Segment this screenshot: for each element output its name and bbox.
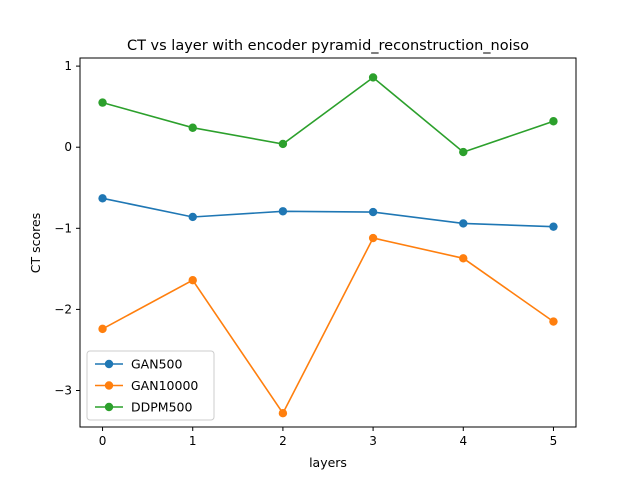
series-line [102, 197, 554, 228]
series-line [102, 237, 554, 415]
x-axis-label: layers [309, 455, 347, 470]
y-tick-label: 1 [64, 59, 72, 73]
data-point [549, 317, 558, 326]
chart-title: CT vs layer with encoder pyramid_reconst… [127, 38, 529, 54]
legend-swatch-marker [104, 402, 114, 412]
x-axis-ticks: 0 1 2 3 4 5 [99, 427, 558, 448]
y-tick-label: −2 [54, 302, 72, 316]
data-point [368, 73, 378, 82]
x-tick-label: 1 [189, 434, 197, 448]
data-point [549, 222, 558, 231]
data-point [459, 254, 468, 263]
data-point [368, 207, 378, 217]
series-line [102, 76, 554, 154]
y-axis-label: CT scores [28, 213, 43, 273]
data-point [188, 123, 197, 132]
legend-item: DDPM500 [95, 400, 192, 415]
legend: GAN500 GAN10000 DDPM500 [86, 350, 215, 421]
data-point [368, 233, 378, 243]
data-point [459, 219, 468, 228]
x-tick-label: 2 [279, 434, 287, 448]
data-point [549, 117, 558, 126]
y-tick-label: −1 [54, 221, 72, 235]
legend-box [86, 350, 215, 421]
legend-item: GAN10000 [95, 378, 198, 393]
data-point [188, 276, 197, 285]
series-gan500 [98, 194, 558, 231]
data-point [98, 98, 107, 107]
data-point [188, 212, 197, 222]
x-tick-label: 0 [99, 434, 107, 448]
data-point [278, 207, 288, 216]
data-point [98, 324, 107, 334]
data-point [278, 139, 288, 149]
legend-item: GAN500 [95, 357, 182, 372]
legend-label: GAN10000 [131, 378, 198, 393]
legend-label: DDPM500 [131, 400, 192, 415]
x-tick-label: 5 [550, 434, 558, 448]
x-tick-label: 4 [459, 434, 467, 448]
series-ddpm500 [98, 73, 558, 157]
y-tick-label: 0 [64, 140, 72, 154]
y-axis-ticks: 1 0 −1 −2 −3 [54, 59, 80, 398]
x-tick-label: 3 [369, 434, 377, 448]
data-point [278, 409, 288, 418]
series-layer [98, 73, 558, 418]
y-tick-label: −3 [54, 384, 72, 398]
legend-swatch-marker [104, 381, 114, 390]
data-point [98, 194, 107, 203]
legend-swatch-marker [104, 359, 114, 369]
legend-label: GAN500 [131, 357, 182, 372]
series-gan10000 [98, 233, 558, 418]
data-point [459, 147, 468, 157]
